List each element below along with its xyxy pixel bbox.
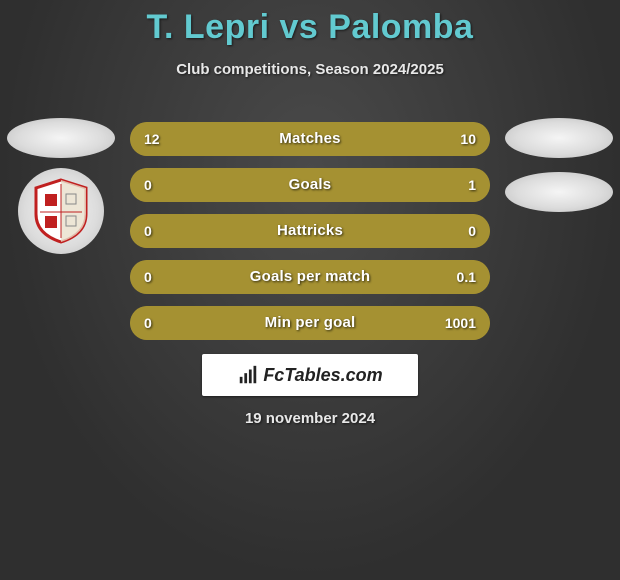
bar-row: Goals0 1 <box>130 168 490 202</box>
shield-icon <box>26 176 96 246</box>
bar-row: Goals per match0 0.1 <box>130 260 490 294</box>
bar-label: Goals per match <box>130 260 490 294</box>
chart-icon <box>237 364 259 386</box>
bar-row: Min per goal0 1001 <box>130 306 490 340</box>
bar-row: Hattricks0 0 <box>130 214 490 248</box>
bar-value-left: 0 <box>144 168 152 202</box>
comparison-bars: Matches1210Goals01Hattricks00Goals per m… <box>130 122 490 352</box>
bar-row: Matches12 10 <box>130 122 490 156</box>
date-label: 19 november 2024 <box>0 410 620 427</box>
right-player-avatar <box>505 118 613 158</box>
left-club-badge <box>18 168 104 254</box>
bar-label: Goals <box>130 168 490 202</box>
bar-value-left: 0 <box>144 214 152 248</box>
bar-value-right: 1001 <box>445 306 476 340</box>
subtitle: Club competitions, Season 2024/2025 <box>0 61 620 78</box>
comparison-card: T. Lepri vs Palomba Club competitions, S… <box>0 0 620 580</box>
right-player-column <box>504 118 614 226</box>
bar-value-left: 12 <box>144 122 160 156</box>
page-title: T. Lepri vs Palomba <box>0 0 620 47</box>
bar-value-left: 0 <box>144 306 152 340</box>
bar-label: Matches <box>130 122 490 156</box>
bar-label: Hattricks <box>130 214 490 248</box>
left-player-column <box>6 118 116 254</box>
bar-value-right: 0 <box>468 214 476 248</box>
left-player-avatar <box>7 118 115 158</box>
bar-value-left: 0 <box>144 260 152 294</box>
bar-value-right: 10 <box>460 122 476 156</box>
right-club-placeholder <box>505 172 613 212</box>
bar-label: Min per goal <box>130 306 490 340</box>
watermark: FcTables.com <box>202 354 418 396</box>
bar-value-right: 0.1 <box>457 260 476 294</box>
watermark-text: FcTables.com <box>263 365 382 386</box>
bar-value-right: 1 <box>468 168 476 202</box>
